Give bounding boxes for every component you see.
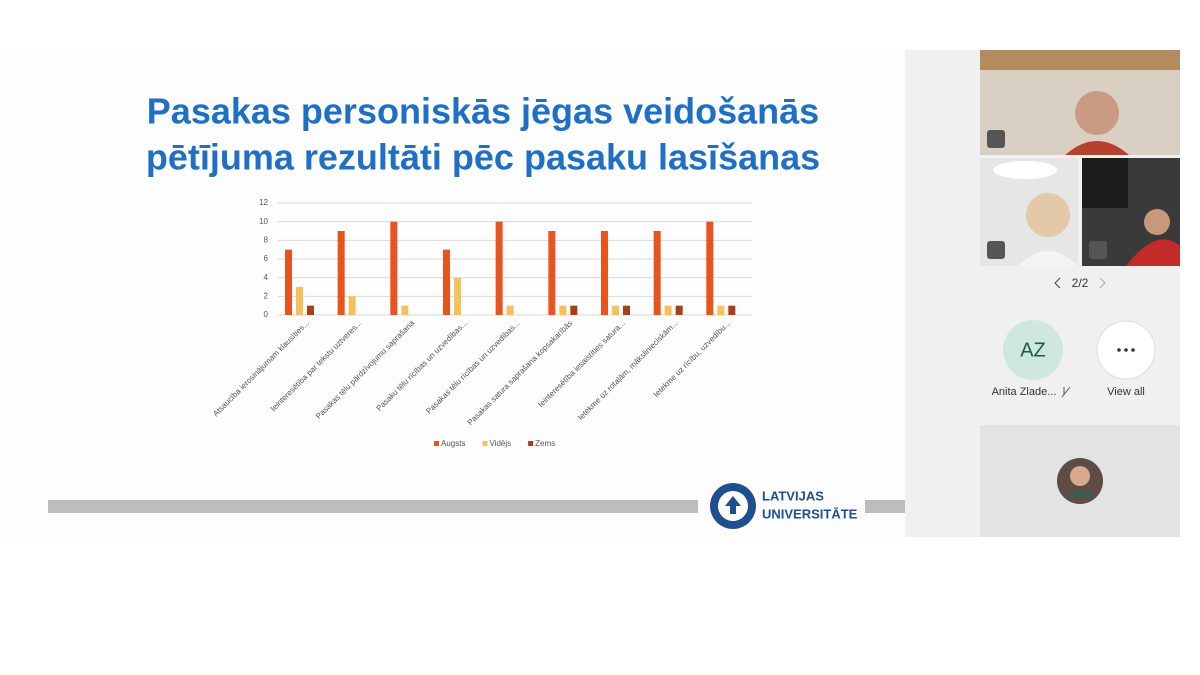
more-dot [1131, 348, 1135, 352]
legend-swatch [434, 441, 439, 446]
bar [337, 231, 345, 315]
logo-text: UNIVERSITĀTE [762, 506, 858, 521]
logo-text: LATVIJAS [762, 488, 824, 503]
logo-tree [725, 496, 741, 514]
bar [454, 277, 461, 315]
participant-avatar [1070, 466, 1090, 486]
person [1065, 141, 1129, 155]
bar [717, 305, 725, 315]
video-background [993, 161, 1057, 179]
mic-off-icon [1089, 241, 1107, 259]
y-tick-label: 8 [264, 235, 269, 244]
person [1144, 209, 1170, 235]
bar [296, 287, 303, 315]
bar [675, 305, 683, 315]
bar [623, 305, 630, 315]
bar [548, 231, 556, 315]
participant-name: Anita Zlade... [992, 386, 1057, 398]
participant-avatar[interactable] [1003, 320, 1063, 380]
more-dot [1117, 348, 1121, 352]
person [1026, 193, 1070, 237]
legend-swatch [482, 441, 488, 446]
video-background [980, 50, 1180, 70]
legend-label: Augsts [441, 439, 465, 448]
bar [612, 305, 619, 315]
prev-page[interactable] [1054, 277, 1061, 289]
bar [443, 249, 450, 315]
y-tick-label: 4 [264, 273, 269, 282]
mic-off-icon [987, 130, 1005, 148]
y-tick-label: 2 [264, 291, 269, 300]
slide-title: Pasakas personiskās jēgas veidošanās [147, 91, 819, 132]
bar [506, 305, 514, 315]
bar [285, 249, 292, 315]
bar [390, 221, 398, 315]
y-tick-label: 12 [259, 198, 268, 207]
legend-label: Zems [535, 439, 555, 448]
bar [348, 296, 356, 315]
legend-label: Vidējs [489, 439, 511, 448]
bar [728, 305, 736, 315]
bar [570, 305, 578, 315]
slide-bar [865, 500, 905, 513]
legend-swatch [528, 441, 534, 446]
y-tick-label: 6 [264, 254, 269, 263]
bar [307, 305, 314, 315]
participant-initials: AZ [1020, 339, 1046, 361]
bar [495, 221, 503, 315]
bar [559, 305, 567, 315]
person [1126, 239, 1180, 266]
bar [664, 305, 672, 315]
view-all-label[interactable]: View all [1107, 386, 1145, 398]
person [1018, 251, 1078, 266]
bar [601, 231, 608, 315]
bar [401, 305, 409, 315]
y-tick-label: 10 [259, 217, 268, 226]
y-tick-label: 0 [264, 310, 269, 319]
participant-avatar [1064, 490, 1096, 498]
slide [0, 50, 905, 537]
video-background [1082, 158, 1128, 208]
slide-title: pētījuma rezultāti pēc pasaku lasīšanas [146, 137, 820, 178]
more-dot [1124, 348, 1128, 352]
next-page[interactable] [1099, 277, 1106, 289]
slide-bar [48, 500, 698, 513]
person [1075, 91, 1119, 135]
pagination: 2/2 [1072, 276, 1089, 290]
mic-off-icon [987, 241, 1005, 259]
bar [653, 231, 661, 315]
mic-off-icon [1061, 386, 1071, 398]
bar [706, 221, 714, 315]
